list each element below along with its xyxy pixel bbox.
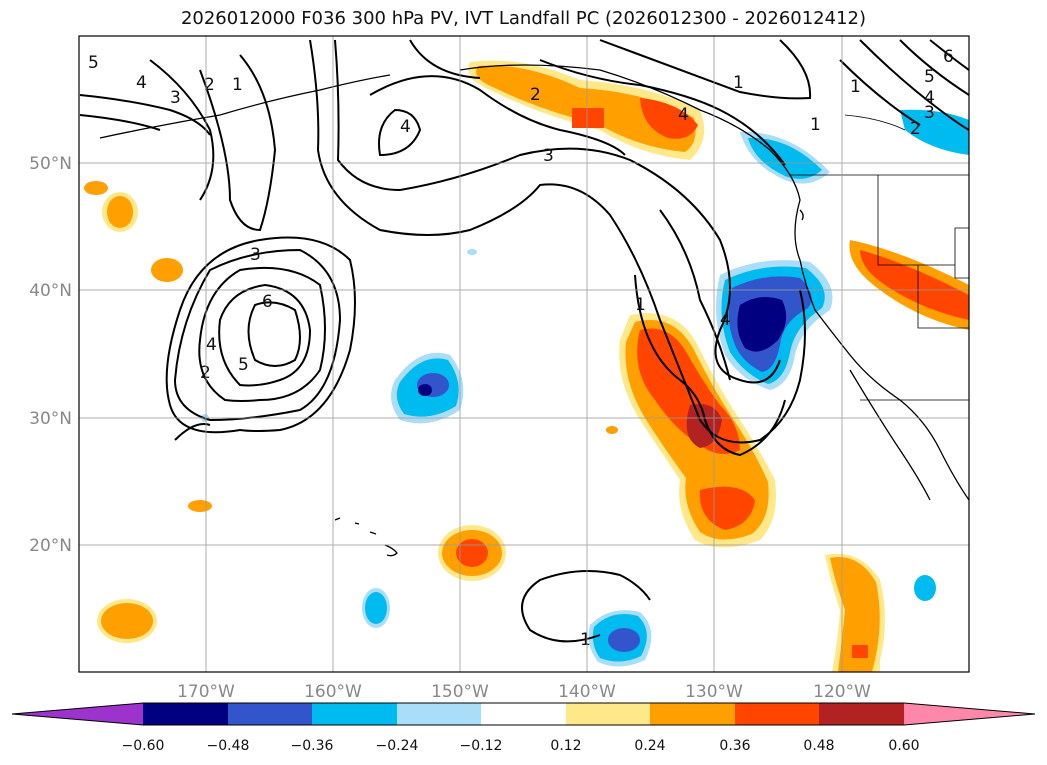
contour-label: 6 (943, 47, 954, 67)
colorbar-tick: 0.36 (719, 738, 750, 754)
colorbar-tick: 0.12 (550, 738, 581, 754)
colorbar (11, 702, 1036, 726)
contour-label: 2 (530, 85, 541, 105)
contour-label: 5 (924, 67, 935, 87)
colorbar-tick: 0.24 (634, 738, 665, 754)
lon-label: 160°W (304, 682, 362, 702)
contour-label: 5 (238, 355, 249, 375)
colorbar-tick: −0.24 (376, 738, 419, 754)
colorbar-bin (735, 703, 819, 725)
map-title: 2026012000 F036 300 hPa PV, IVT Landfall… (180, 8, 867, 29)
colorbar-tick: 0.60 (888, 738, 919, 754)
contour-label: 1 (232, 75, 243, 95)
lat-label: 20°N (29, 536, 72, 556)
latitude-labels: 50°N 40°N 30°N 20°N (29, 154, 72, 556)
colorbar-bin (650, 703, 735, 725)
colorbar-bin (228, 703, 312, 725)
longitude-labels: 170°W 160°W 150°W 140°W 130°W 120°W (177, 682, 871, 702)
contour-label: 3 (543, 146, 554, 166)
colorbar-tick: −0.36 (291, 738, 334, 754)
contour-label: 1 (635, 295, 646, 315)
colorbar-tick: −0.48 (207, 738, 250, 754)
colorbar-bin (397, 703, 481, 725)
map-gridlines (79, 36, 969, 672)
contour-label: 3 (250, 245, 261, 265)
contour-label: 4 (678, 105, 689, 125)
colorbar-tick: 0.48 (803, 738, 834, 754)
lon-label: 140°W (558, 682, 616, 702)
pv-contour-labels: 5 4 3 2 1 1 4 2 3 4 1 3 6 4 5 2 1 4 1 5 … (88, 47, 954, 650)
map-frame (78, 35, 970, 673)
coastlines (99, 64, 969, 557)
contour-label: 4 (136, 73, 147, 93)
lon-label: 150°W (431, 682, 489, 702)
contour-label: 6 (262, 292, 273, 312)
pv-contours (79, 39, 969, 643)
contour-label: 3 (924, 103, 935, 123)
lat-label: 40°N (29, 281, 72, 301)
lon-label: 130°W (685, 682, 743, 702)
colorbar-bin (481, 703, 566, 725)
map-panel (79, 36, 969, 672)
colorbar-bin (566, 703, 650, 725)
colorbar-bin (312, 703, 397, 725)
contour-label: 4 (924, 88, 935, 108)
colorbar-tick-labels: −0.60 −0.48 −0.36 −0.24 −0.12 0.12 0.24 … (122, 738, 920, 754)
contour-label: 2 (200, 363, 211, 383)
lon-label: 120°W (813, 682, 871, 702)
contour-label: 1 (850, 77, 861, 97)
contour-label: 5 (88, 53, 99, 73)
contour-label: 1 (580, 630, 591, 650)
colorbar-extend-low (12, 703, 143, 725)
ivt-negative-shading (201, 109, 969, 667)
lon-label: 170°W (177, 682, 235, 702)
lat-label: 50°N (29, 154, 72, 174)
contour-label: 1 (733, 73, 744, 93)
colorbar-bin (143, 703, 228, 725)
contour-label: 4 (206, 335, 217, 355)
contour-label: 3 (170, 88, 181, 108)
colorbar-tick: −0.60 (122, 738, 165, 754)
political-borders (790, 114, 969, 401)
colorbar-bin (819, 703, 904, 725)
contour-label: 1 (810, 115, 821, 135)
colorbar-tick: −0.12 (460, 738, 503, 754)
contour-label: 4 (720, 310, 731, 330)
lat-label: 30°N (29, 409, 72, 429)
contour-label: 2 (204, 75, 215, 95)
contour-label: 2 (910, 119, 921, 139)
contour-label: 4 (400, 117, 411, 137)
colorbar-extend-high (904, 703, 1035, 725)
